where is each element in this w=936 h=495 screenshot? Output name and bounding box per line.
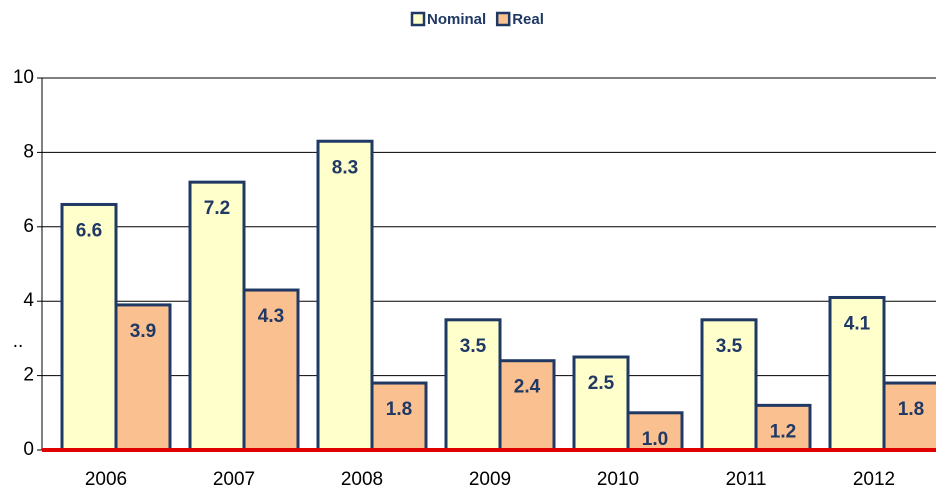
data-label: 4.1 bbox=[844, 313, 871, 334]
bar bbox=[444, 318, 502, 452]
data-label: 3.5 bbox=[716, 336, 743, 357]
y-tick-label: 8 bbox=[23, 141, 34, 162]
bar bbox=[828, 295, 886, 452]
y-tick-label: 6 bbox=[23, 216, 34, 237]
data-label: 3.9 bbox=[130, 321, 156, 342]
data-label: 8.3 bbox=[332, 157, 358, 178]
bar bbox=[882, 381, 936, 452]
x-tick-label: 2011 bbox=[726, 469, 767, 490]
data-label: 2.4 bbox=[514, 377, 541, 398]
x-tick-label: 2008 bbox=[341, 469, 383, 490]
legend-swatch bbox=[495, 11, 511, 27]
legend-swatch bbox=[410, 11, 426, 27]
data-label: 3.5 bbox=[460, 336, 487, 357]
x-tick-label: 2009 bbox=[469, 469, 511, 490]
data-label: 2.5 bbox=[588, 373, 615, 394]
x-tick-label: 2012 bbox=[853, 469, 895, 490]
bar bbox=[498, 359, 556, 452]
legend-label: Real bbox=[512, 11, 544, 28]
x-tick-label: 2010 bbox=[597, 469, 639, 490]
x-tick-label: 2006 bbox=[85, 469, 127, 490]
data-label: 1.8 bbox=[386, 399, 412, 420]
data-label: 6.6 bbox=[76, 220, 102, 241]
y-tick-label: 0 bbox=[23, 439, 34, 460]
data-label: 4.3 bbox=[258, 306, 284, 327]
legend-label: Nominal bbox=[427, 11, 486, 28]
y-tick-label: 10 bbox=[13, 67, 34, 88]
bar bbox=[572, 355, 630, 452]
bar bbox=[188, 180, 246, 452]
bar bbox=[700, 318, 758, 452]
x-tick-label: 2007 bbox=[213, 469, 255, 490]
y-axis-label: .. bbox=[13, 331, 24, 352]
data-label: 1.8 bbox=[898, 399, 924, 420]
bar bbox=[316, 139, 374, 452]
data-label: 1.0 bbox=[642, 429, 668, 450]
data-label: 7.2 bbox=[204, 198, 230, 219]
y-tick-label: 2 bbox=[23, 365, 34, 386]
y-tick-label: 4 bbox=[23, 290, 34, 311]
data-label: 1.2 bbox=[770, 421, 796, 442]
bar bbox=[242, 288, 300, 452]
